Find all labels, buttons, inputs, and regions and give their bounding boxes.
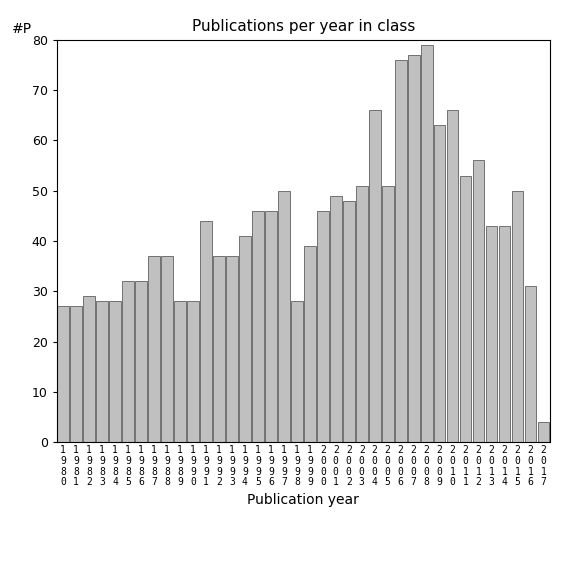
Bar [434, 125, 446, 442]
Bar [304, 246, 316, 442]
Bar [83, 297, 95, 442]
Bar [369, 110, 380, 442]
Bar [109, 302, 121, 442]
Bar [343, 201, 354, 442]
X-axis label: Publication year: Publication year [247, 493, 359, 507]
Title: Publications per year in class: Publications per year in class [192, 19, 415, 35]
Bar [524, 286, 536, 442]
Bar [57, 306, 69, 442]
Bar [408, 55, 420, 442]
Bar [136, 281, 147, 442]
Bar [200, 221, 212, 442]
Bar [395, 60, 407, 442]
Bar [330, 196, 342, 442]
Bar [499, 226, 510, 442]
Bar [486, 226, 497, 442]
Bar [148, 256, 160, 442]
Bar [421, 45, 433, 442]
Bar [447, 110, 459, 442]
Bar [511, 191, 523, 442]
Bar [317, 211, 329, 442]
Bar [96, 302, 108, 442]
Bar [187, 302, 199, 442]
Bar [265, 211, 277, 442]
Bar [356, 185, 367, 442]
Bar [122, 281, 134, 442]
Bar [213, 256, 225, 442]
Bar [278, 191, 290, 442]
Bar [460, 176, 471, 442]
Bar [382, 185, 393, 442]
Bar [70, 306, 82, 442]
Bar [239, 236, 251, 442]
Bar [174, 302, 186, 442]
Bar [291, 302, 303, 442]
Bar [473, 160, 484, 442]
Bar [226, 256, 238, 442]
Y-axis label: #P: #P [12, 22, 32, 36]
Bar [538, 422, 549, 442]
Bar [161, 256, 173, 442]
Bar [252, 211, 264, 442]
